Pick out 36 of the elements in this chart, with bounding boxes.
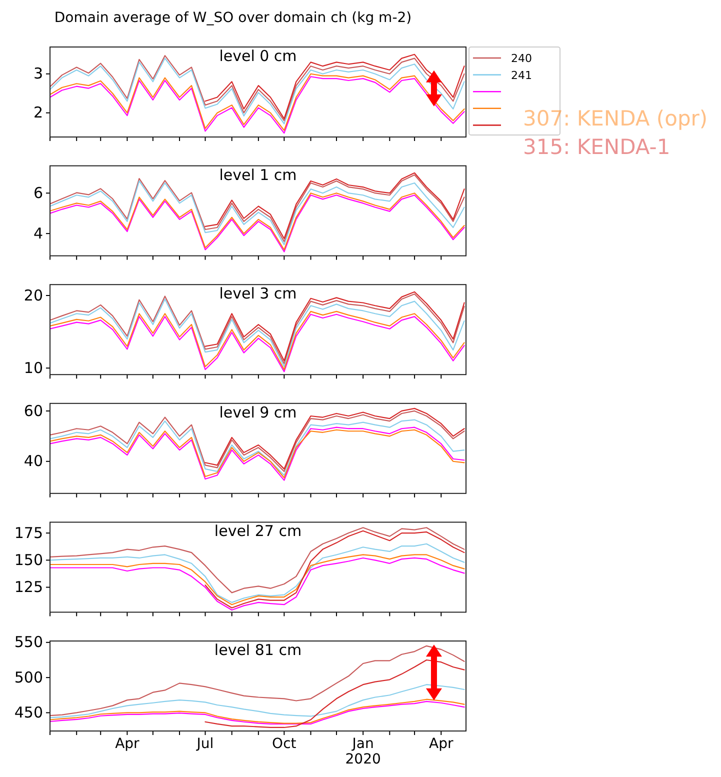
chart-subtitle: level 27 cm [214, 522, 302, 540]
chart-title: Domain average of W_SO over domain ch (kg m-2) [54, 10, 412, 26]
y-tick-label: 500 [14, 668, 43, 686]
y-tick-label: 6 [33, 184, 43, 202]
chart-subtitle: level 9 cm [219, 403, 297, 422]
chart-subtitle: level 0 cm [219, 47, 297, 65]
chart-subtitle: level 3 cm [219, 284, 297, 303]
y-tick-label: 3 [33, 64, 43, 83]
line-series [50, 543, 465, 603]
line-series [204, 408, 465, 470]
y-tick-label: 40 [24, 452, 43, 470]
y-tick-label: 4 [33, 224, 43, 242]
legend-label: 307: KENDA (opr) [523, 106, 708, 130]
chart-subtitle: level 1 cm [219, 166, 297, 184]
y-tick-label: 450 [14, 704, 43, 722]
x-tick-label: Oct [272, 736, 297, 752]
y-tick-label: 20 [24, 286, 43, 304]
legend-label: 241 [511, 68, 532, 82]
y-tick-label: 2 [33, 104, 43, 122]
legend-label: 240 [511, 52, 532, 65]
y-tick-label: 60 [24, 402, 43, 420]
line-series [50, 645, 465, 716]
chart-subtitle: level 81 cm [214, 641, 302, 659]
y-tick-label: 175 [14, 524, 43, 542]
y-tick-label: 125 [14, 578, 43, 596]
x-tick-label: Apr [429, 736, 454, 752]
y-tick-label: 550 [14, 633, 43, 652]
line-series [204, 659, 465, 728]
x-tick-label: Jan 2020 [345, 736, 381, 768]
x-tick-label: Apr [115, 736, 140, 752]
y-tick-label: 150 [14, 550, 43, 569]
y-tick-label: 10 [24, 358, 43, 377]
x-tick-label: Jul [196, 736, 214, 752]
text: 315: KENDA-1 [523, 135, 670, 160]
line-series [50, 419, 465, 476]
line-series [50, 684, 465, 718]
